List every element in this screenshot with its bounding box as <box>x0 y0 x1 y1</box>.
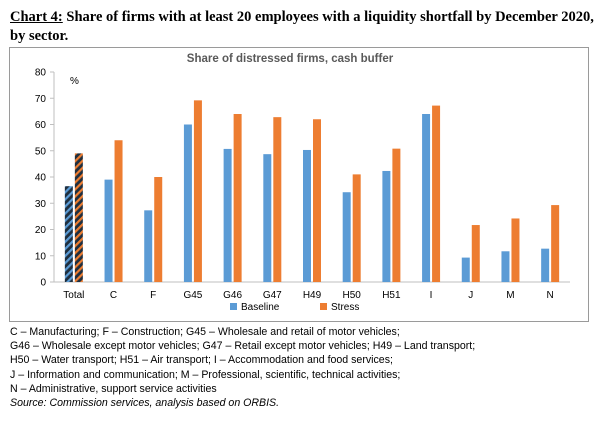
bar-baseline-g45 <box>183 124 192 282</box>
bar-baseline-f <box>144 210 153 282</box>
x-tick-label: C <box>110 290 117 301</box>
bar-baseline-h49 <box>303 149 311 282</box>
legend-swatch-baseline <box>230 303 237 310</box>
bar-chart: Share of distressed firms, cash buffer %… <box>35 53 570 313</box>
x-tick-label: H51 <box>382 290 401 301</box>
x-tick-label: J <box>468 290 473 301</box>
bar-stress-h49 <box>313 119 321 282</box>
bar-baseline-n <box>541 248 550 282</box>
bar-baseline-c <box>104 179 113 282</box>
bar-baseline-j <box>461 257 470 282</box>
bar-stress-n <box>551 205 560 282</box>
bar-stress-g45 <box>193 100 202 282</box>
x-tick-label: G47 <box>263 290 282 301</box>
bar-baseline-h50 <box>342 192 351 282</box>
y-tick-label: 50 <box>35 146 47 157</box>
bar-stress-h50 <box>352 174 361 282</box>
bar-stress-f <box>154 177 163 282</box>
bar-stress-m <box>511 218 520 282</box>
bar-stress-i <box>432 105 441 282</box>
chart-number: Chart 4: <box>10 9 63 25</box>
footnote-line: H50 – Water transport; H51 – Air transpo… <box>10 354 393 367</box>
bar-stress-total <box>74 153 83 282</box>
footnote-line: C – Manufacturing; F – Construction; G45… <box>10 326 400 338</box>
y-tick-label: 0 <box>40 278 46 289</box>
bar-baseline-g47 <box>263 154 272 282</box>
chart-title: Share of distressed firms, cash buffer <box>187 53 394 65</box>
bar-stress-g47 <box>273 117 282 283</box>
y-tick-label: 60 <box>35 120 47 131</box>
x-tick-label: M <box>506 290 514 301</box>
y-tick-label: 20 <box>35 225 47 236</box>
footnote-line: J – Information and communication; M – P… <box>10 368 401 381</box>
y-axis-unit: % <box>70 76 79 87</box>
y-tick-label: 40 <box>35 173 47 184</box>
footnote-line: N – Administrative, support service acti… <box>10 382 217 395</box>
bar-baseline-h51 <box>382 170 391 282</box>
bar-baseline-g46 <box>223 148 232 282</box>
bar-baseline-m <box>501 251 510 282</box>
legend-label-baseline: Baseline <box>241 302 280 313</box>
bar-baseline-total <box>64 186 73 282</box>
x-tick-label: H50 <box>343 290 362 301</box>
bar-stress-j <box>471 225 480 282</box>
y-tick-label: 10 <box>35 251 47 262</box>
source-note: Source: Commission services, analysis ba… <box>10 397 280 410</box>
legend-swatch-stress <box>320 303 327 310</box>
x-tick-label: G46 <box>223 290 242 301</box>
legend-label-stress: Stress <box>331 302 359 313</box>
bar-baseline-i <box>422 114 431 282</box>
y-tick-label: 30 <box>35 199 47 210</box>
bar-stress-g46 <box>233 114 242 282</box>
bar-stress-h51 <box>392 148 401 282</box>
chart-heading: Chart 4: Share of firms with at least 20… <box>10 8 595 46</box>
x-tick-label: I <box>430 290 433 301</box>
chart-heading-text: Share of firms with at least 20 employee… <box>10 9 594 44</box>
bar-stress-c <box>114 140 123 282</box>
plot-area: 0 10 20 30 40 50 60 70 80 Total C F G45 G46 G47 H49 H50 H… <box>35 68 570 301</box>
footnotes: C – Manufacturing; F – Construction; G45… <box>10 325 595 410</box>
y-tick-label: 80 <box>35 68 47 79</box>
x-tick-label: F <box>150 290 156 301</box>
chart-frame: Share of distressed firms, cash buffer %… <box>9 47 589 322</box>
x-tick-label: Total <box>63 290 84 301</box>
footnote-line: G46 – Wholesale except motor vehicles; G… <box>10 340 476 353</box>
y-tick-label: 70 <box>35 94 47 105</box>
x-tick-label: N <box>547 290 554 301</box>
legend: Baseline Stress <box>230 302 359 313</box>
x-tick-label: H49 <box>303 290 322 301</box>
x-tick-label: G45 <box>183 290 202 301</box>
